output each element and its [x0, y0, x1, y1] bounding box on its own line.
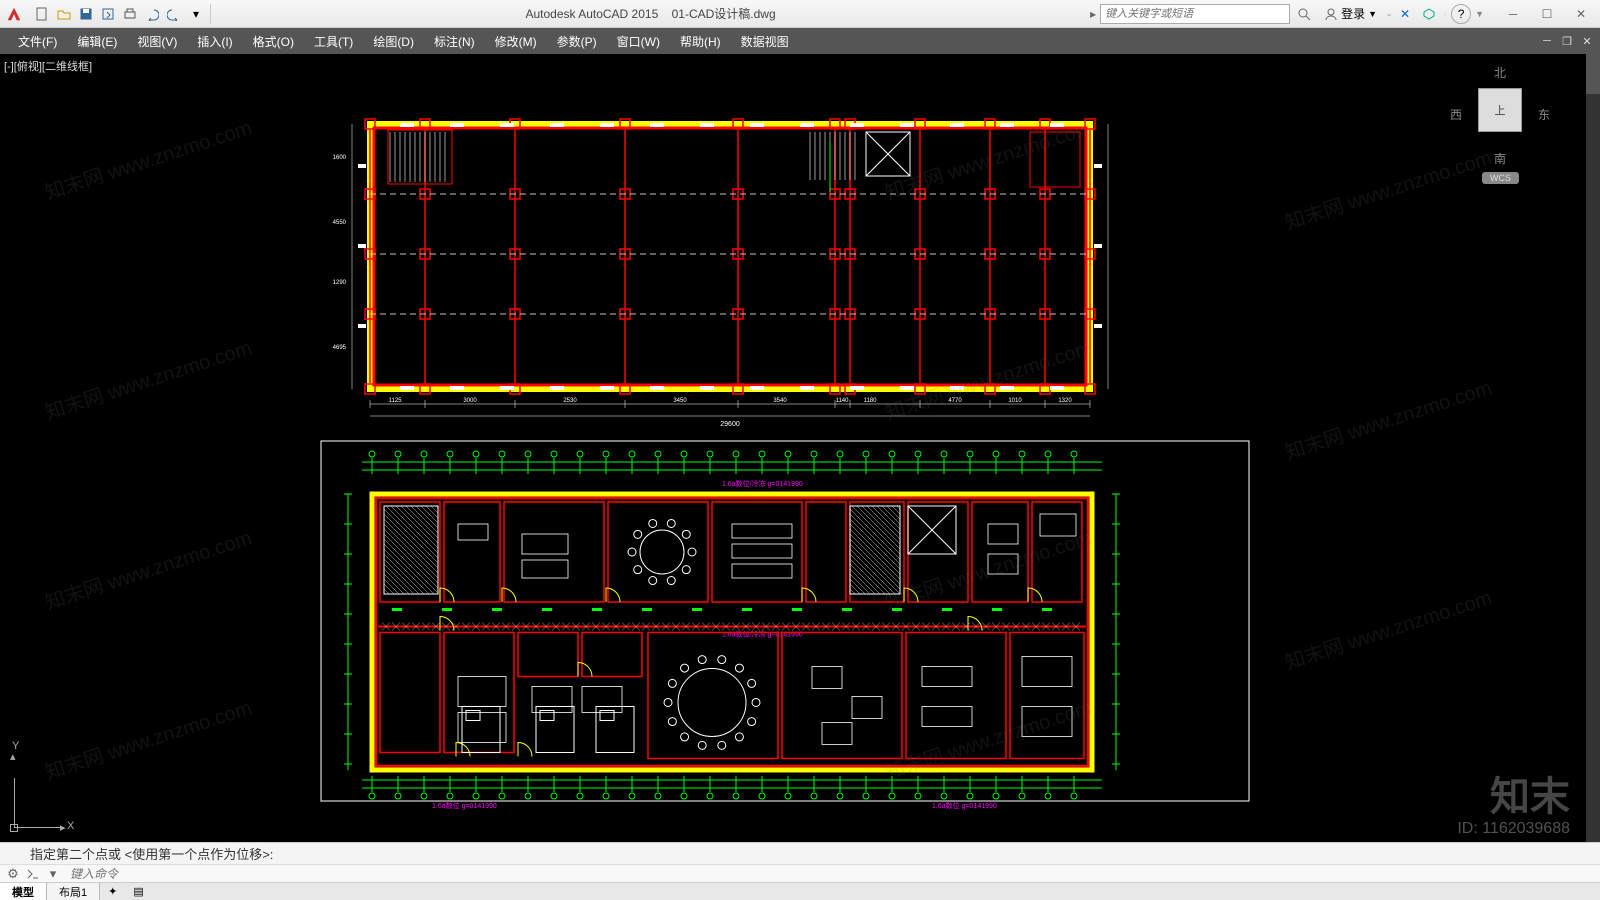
- svg-text:1.6a数位 g=0141990: 1.6a数位 g=0141990: [932, 801, 997, 810]
- watermark-text: 知末网 www.znzmo.com: [41, 521, 255, 615]
- svg-text:4695: 4695: [333, 345, 347, 351]
- svg-text:4770: 4770: [948, 398, 962, 404]
- login-label: 登录: [1341, 5, 1365, 22]
- watermark-logo: 知末: [1490, 764, 1570, 822]
- open-icon[interactable]: [54, 4, 74, 24]
- scrollbar-thumb[interactable]: [1586, 54, 1600, 94]
- close-button[interactable]: ✕: [1564, 3, 1598, 25]
- watermark-text: 知末网 www.znzmo.com: [41, 331, 255, 425]
- menu-item[interactable]: 编辑(E): [67, 29, 127, 54]
- navcube-south[interactable]: 南: [1494, 150, 1506, 167]
- qat-dropdown-icon[interactable]: ▾: [186, 4, 206, 24]
- window-title: Autodesk AutoCAD 2015 01-CAD设计稿.dwg: [211, 5, 1090, 22]
- svg-text:4550: 4550: [333, 220, 347, 226]
- svg-text:1290: 1290: [333, 280, 347, 286]
- command-input[interactable]: [66, 867, 1600, 881]
- menu-item[interactable]: 格式(O): [243, 29, 304, 54]
- watermark-text: 知末网 www.znzmo.com: [41, 111, 255, 205]
- new-icon[interactable]: [32, 4, 52, 24]
- svg-text:1320: 1320: [1058, 398, 1072, 404]
- doc-minimize-button[interactable]: ─: [1538, 33, 1556, 49]
- watermark-text: 知末网 www.znzmo.com: [1281, 581, 1495, 675]
- tab-add-button[interactable]: ✦: [100, 883, 125, 900]
- svg-text:2530: 2530: [563, 398, 577, 404]
- menu-item[interactable]: 工具(T): [304, 29, 363, 54]
- menu-item[interactable]: 帮助(H): [670, 29, 731, 54]
- minimize-button[interactable]: ─: [1496, 3, 1530, 25]
- svg-text:29600: 29600: [720, 421, 740, 428]
- svg-text:3540: 3540: [773, 398, 787, 404]
- layout-tabs: 模型 布局1 ✦ ▤: [0, 882, 1600, 900]
- watermark-text: 知末网 www.znzmo.com: [1281, 371, 1495, 465]
- svg-text:1140: 1140: [836, 398, 850, 404]
- drawing-canvas[interactable]: [-][俯视][二维线框] 北 南 西 东 上 WCS ▸ ▴ X Y 1125…: [0, 54, 1600, 842]
- menu-item[interactable]: 视图(V): [127, 29, 187, 54]
- login-button[interactable]: 登录 ▼: [1318, 5, 1383, 22]
- cmd-customize-icon[interactable]: ⚙: [4, 866, 22, 882]
- menu-bar: 文件(F)编辑(E)视图(V)插入(I)格式(O)工具(T)绘图(D)标注(N)…: [0, 28, 1600, 54]
- navcube-north[interactable]: 北: [1494, 64, 1506, 81]
- doc-restore-button[interactable]: ❐: [1558, 33, 1576, 49]
- menu-item[interactable]: 窗口(W): [607, 29, 670, 54]
- save-icon[interactable]: [76, 4, 96, 24]
- menu-item[interactable]: 标注(N): [424, 29, 485, 54]
- menu-item[interactable]: 绘图(D): [363, 29, 424, 54]
- vertical-scrollbar[interactable]: [1586, 54, 1600, 842]
- cmd-recent-icon[interactable]: ▾: [44, 866, 62, 882]
- svg-text:1.6a数位 g=0141990: 1.6a数位 g=0141990: [432, 801, 497, 810]
- tab-layout1[interactable]: 布局1: [47, 883, 100, 900]
- upper-floor-plan: 1125 3000 2530 3450 3540 1140 1180 4770 1010 1320…: [320, 94, 1140, 429]
- navcube-wcs[interactable]: WCS: [1482, 172, 1519, 184]
- title-bar: ▾ Autodesk AutoCAD 2015 01-CAD设计稿.dwg ▸ …: [0, 0, 1600, 28]
- menu-item[interactable]: 插入(I): [187, 29, 242, 54]
- title-right-controls: ▸ 登录 ▼ - ✕ · ? ▼ ─ ☐ ✕: [1090, 3, 1600, 25]
- quick-access-toolbar: ▾: [28, 4, 211, 24]
- autodesk360-icon[interactable]: [1419, 4, 1439, 24]
- ucs-x-arrow-icon: ▸: [60, 821, 66, 834]
- svg-text:1600: 1600: [333, 155, 347, 161]
- command-line-area: 指定第二个点或 <使用第一个点作为位移>: ⚙ ▾: [0, 842, 1600, 882]
- svg-text:3450: 3450: [673, 398, 687, 404]
- app-logo-icon[interactable]: [0, 0, 28, 28]
- lower-floor-plan: 1.6a数位/冷冻 g=0141990 1.6a数位/冷冻 g=0141990 1.…: [320, 440, 1250, 840]
- search-icon[interactable]: [1294, 4, 1314, 24]
- print-icon[interactable]: [120, 4, 140, 24]
- file-name: 01-CAD设计稿.dwg: [672, 7, 776, 21]
- svg-text:1.6a数位/冷冻 g=0141990: 1.6a数位/冷冻 g=0141990: [722, 479, 803, 488]
- watermark-id: ID: 1162039688: [1457, 820, 1570, 838]
- app-name: Autodesk AutoCAD 2015: [525, 7, 658, 21]
- ucs-y-label: Y: [12, 740, 19, 752]
- exchange-icon[interactable]: ✕: [1395, 4, 1415, 24]
- menu-item[interactable]: 数据视图: [731, 29, 799, 54]
- svg-text:3000: 3000: [463, 398, 477, 404]
- svg-text:1125: 1125: [389, 398, 403, 404]
- tab-menu-button[interactable]: ▤: [125, 883, 151, 900]
- cmd-prompt-icon[interactable]: [24, 866, 42, 882]
- svg-text:1180: 1180: [864, 398, 878, 404]
- maximize-button[interactable]: ☐: [1530, 3, 1564, 25]
- navcube-top[interactable]: 上: [1478, 88, 1522, 132]
- undo-icon[interactable]: [142, 4, 162, 24]
- menu-item[interactable]: 参数(P): [547, 29, 607, 54]
- view-cube[interactable]: 北 南 西 东 上 WCS: [1440, 64, 1560, 204]
- command-history: 指定第二个点或 <使用第一个点作为位移>:: [0, 843, 1600, 864]
- navcube-east[interactable]: 东: [1538, 106, 1550, 123]
- ucs-x-label: X: [67, 820, 74, 832]
- saveas-icon[interactable]: [98, 4, 118, 24]
- menu-item[interactable]: 修改(M): [485, 29, 547, 54]
- svg-text:1.6a数位/冷冻 g=0141990: 1.6a数位/冷冻 g=0141990: [722, 629, 803, 638]
- ucs-icon[interactable]: ▸ ▴ X Y: [14, 758, 84, 828]
- svg-text:1010: 1010: [1008, 398, 1022, 404]
- view-label[interactable]: [-][俯视][二维线框]: [4, 58, 92, 74]
- doc-close-button[interactable]: ✕: [1578, 33, 1596, 49]
- menu-item[interactable]: 文件(F): [8, 29, 67, 54]
- help-button[interactable]: ?: [1451, 4, 1471, 24]
- search-input[interactable]: [1100, 4, 1290, 24]
- tab-model[interactable]: 模型: [0, 883, 47, 900]
- redo-icon[interactable]: [164, 4, 184, 24]
- navcube-west[interactable]: 西: [1450, 106, 1462, 123]
